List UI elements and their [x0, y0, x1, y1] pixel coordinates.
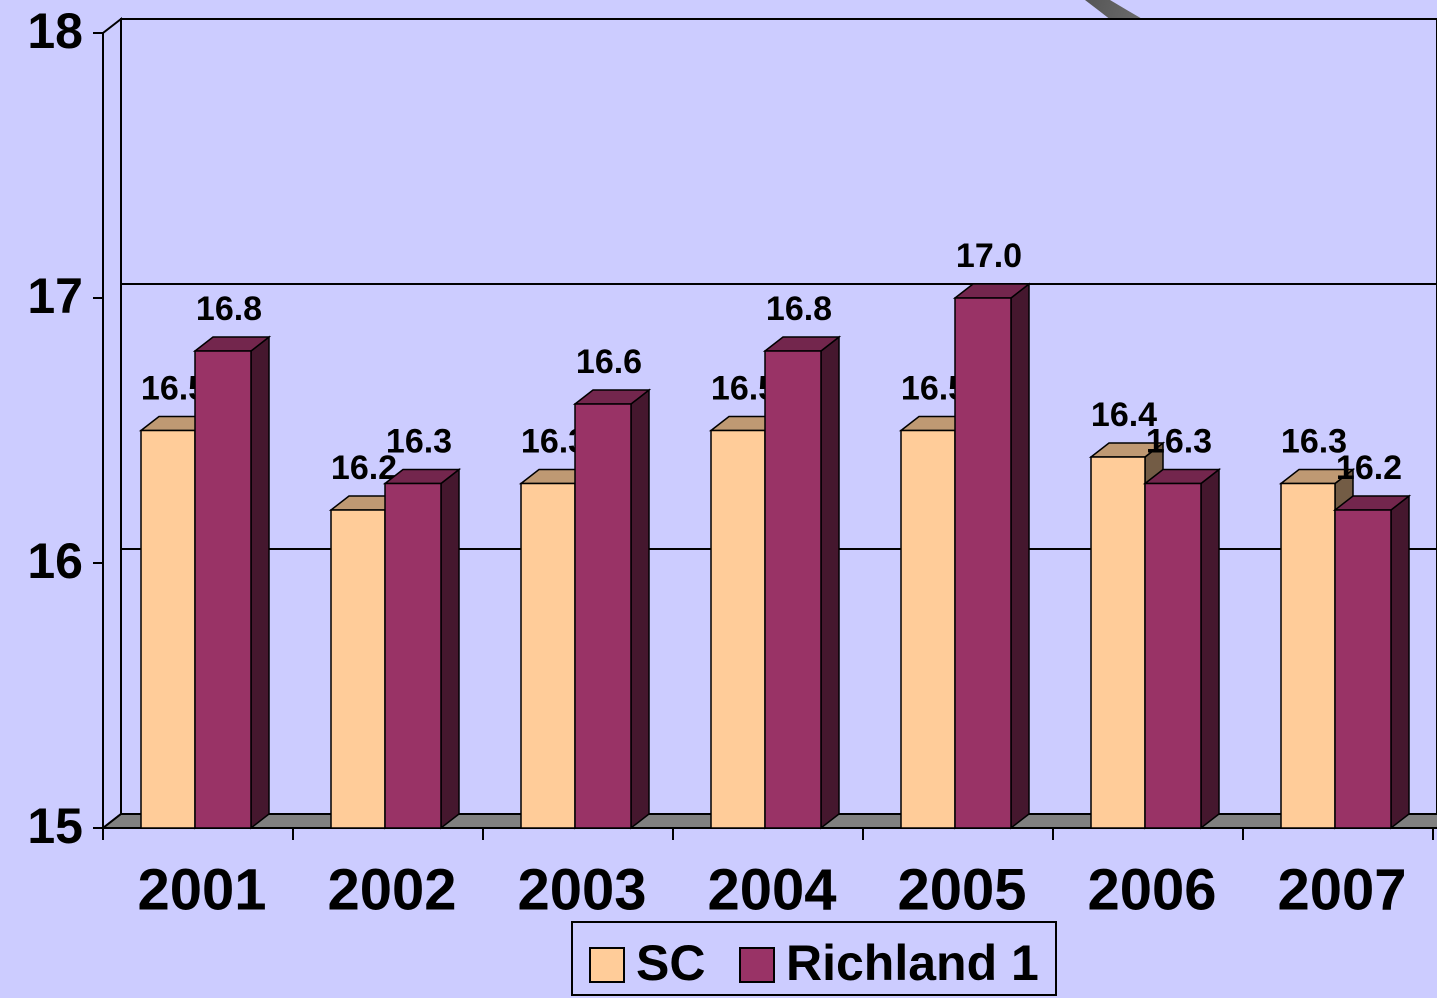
bar-side — [250, 335, 270, 830]
bar — [764, 350, 822, 829]
data-label: 16.6 — [576, 343, 642, 381]
x-tick-label: 2006 — [1087, 857, 1216, 922]
x-tick-label: 2005 — [897, 857, 1026, 922]
bar — [710, 429, 766, 829]
data-label: 16.3 — [1146, 422, 1212, 460]
legend-label: Richland 1 — [786, 935, 1039, 991]
legend-label: SC — [636, 935, 705, 991]
bar — [330, 509, 386, 829]
x-tick-label: 2007 — [1277, 857, 1406, 922]
bar-side — [1010, 282, 1030, 830]
bar — [384, 482, 442, 829]
data-label: 16.8 — [196, 290, 262, 328]
bar — [954, 297, 1012, 829]
bar — [900, 429, 956, 829]
x-tick-label: 2003 — [517, 857, 646, 922]
bar-side — [1200, 467, 1220, 830]
legend-box — [571, 921, 1057, 996]
x-tick-label: 2004 — [707, 857, 836, 922]
bar — [194, 350, 252, 829]
data-label: 16.2 — [1336, 449, 1402, 487]
legend-swatch — [589, 947, 625, 983]
y-tick-label: 16 — [27, 533, 83, 589]
plot-area: 15161718200116.516.8200216.216.3200316.3… — [27, 3, 1437, 922]
bar-side — [630, 388, 650, 830]
legend: SC Richland 1 — [571, 921, 1057, 996]
bar — [574, 403, 632, 829]
bar — [140, 429, 196, 829]
bar — [1144, 482, 1202, 829]
y-tick-label: 18 — [27, 3, 83, 59]
data-label: 16.2 — [331, 449, 397, 487]
bar — [1280, 482, 1336, 829]
y-tick-label: 15 — [27, 798, 83, 854]
bar — [1334, 509, 1392, 829]
data-label: 17.0 — [956, 237, 1022, 275]
bar-side — [440, 467, 460, 830]
data-label: 16.3 — [386, 422, 452, 460]
x-tick-label: 2001 — [137, 857, 266, 922]
y-tick-label: 17 — [27, 268, 83, 324]
x-tick-label: 2002 — [327, 857, 456, 922]
bar-side — [1390, 494, 1410, 830]
bar — [1090, 456, 1146, 829]
legend-swatch — [739, 947, 775, 983]
data-label: 16.3 — [1281, 422, 1347, 460]
left-wall — [102, 16, 122, 831]
data-label: 16.8 — [766, 290, 832, 328]
data-label: 16.4 — [1091, 396, 1157, 434]
bar-side — [820, 335, 840, 830]
bar — [520, 482, 576, 829]
